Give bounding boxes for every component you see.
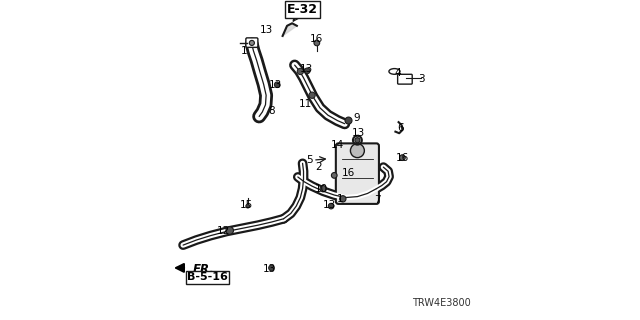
Text: B-5-16: B-5-16 (187, 272, 228, 283)
Circle shape (399, 155, 405, 161)
Text: 12: 12 (217, 226, 230, 236)
Text: 9: 9 (353, 113, 360, 123)
Text: 2: 2 (315, 162, 322, 172)
Circle shape (328, 203, 334, 209)
Circle shape (332, 172, 337, 178)
FancyBboxPatch shape (246, 38, 258, 47)
Text: 8: 8 (269, 106, 275, 116)
Circle shape (351, 144, 364, 158)
Text: 16: 16 (396, 153, 409, 163)
Circle shape (275, 82, 280, 88)
Text: 15: 15 (240, 200, 253, 210)
Text: 4: 4 (394, 68, 401, 78)
Text: 1: 1 (241, 46, 247, 56)
Circle shape (320, 186, 326, 192)
Text: 5: 5 (307, 155, 313, 165)
Text: 14: 14 (331, 140, 344, 150)
Circle shape (305, 68, 310, 74)
Text: 13: 13 (300, 64, 314, 74)
Text: 7: 7 (374, 195, 380, 205)
Text: 13: 13 (323, 201, 336, 211)
Text: 13: 13 (269, 80, 282, 90)
Circle shape (246, 204, 250, 208)
Text: 1: 1 (337, 194, 344, 204)
Text: 13: 13 (262, 264, 276, 274)
Text: FR.: FR. (193, 263, 215, 276)
Text: 3: 3 (418, 74, 425, 84)
Circle shape (250, 40, 255, 45)
Circle shape (345, 117, 352, 124)
Text: 11: 11 (298, 99, 312, 109)
Text: TRW4E3800: TRW4E3800 (412, 298, 470, 308)
Text: 13: 13 (259, 25, 273, 35)
Text: E-32: E-32 (287, 3, 318, 16)
Circle shape (269, 265, 275, 271)
Text: 6: 6 (397, 124, 404, 133)
Circle shape (297, 68, 303, 75)
Text: 16: 16 (310, 34, 323, 44)
Polygon shape (283, 23, 297, 36)
Circle shape (226, 227, 234, 234)
Text: 10: 10 (315, 184, 328, 194)
Circle shape (309, 92, 316, 98)
FancyBboxPatch shape (336, 143, 379, 204)
Circle shape (355, 138, 360, 143)
Circle shape (314, 40, 320, 46)
Text: 13: 13 (351, 128, 365, 138)
Circle shape (340, 196, 346, 202)
Text: 16: 16 (342, 168, 355, 179)
